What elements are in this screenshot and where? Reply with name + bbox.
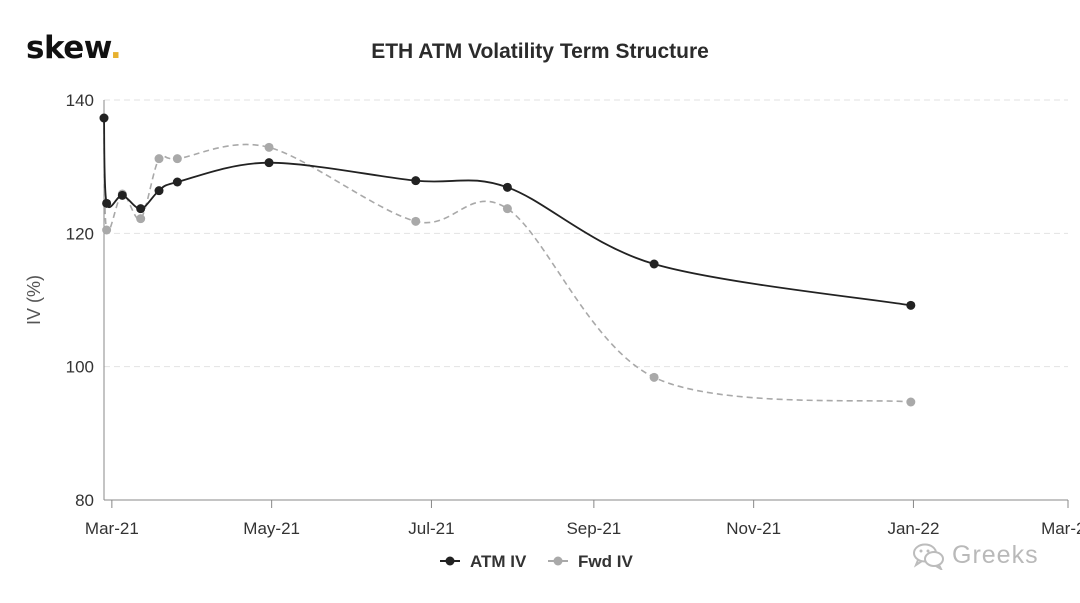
data-point-fwd-iv (136, 214, 146, 224)
chart-title: ETH ATM Volatility Term Structure (371, 40, 709, 63)
series-line-fwd-iv (103, 117, 911, 403)
data-point-fwd-iv (264, 142, 274, 152)
data-point-fwd-iv (102, 225, 112, 235)
x-tick-label: Sep-21 (566, 519, 621, 538)
data-point-fwd-iv (649, 372, 659, 382)
data-point-fwd-iv (411, 216, 421, 226)
skew-logo: skew. (26, 30, 122, 66)
data-point-fwd-iv (154, 154, 164, 164)
y-tick-label: 120 (66, 224, 94, 243)
data-point-fwd-iv (906, 397, 916, 407)
y-tick-label: 80 (75, 491, 94, 510)
y-axis-label: IV (%) (24, 275, 44, 325)
data-point-atm-iv (136, 204, 146, 214)
data-point-atm-iv (502, 182, 512, 192)
data-point-atm-iv (117, 190, 127, 200)
data-point-atm-iv (906, 300, 916, 310)
logo-text: skew (26, 30, 110, 66)
watermark: Greeks (912, 541, 1039, 570)
x-tick-label: May-21 (243, 519, 300, 538)
y-tick-label: 100 (66, 358, 94, 377)
data-point-atm-iv (649, 259, 659, 269)
y-tick-label: 140 (66, 91, 94, 110)
data-point-atm-iv (99, 113, 109, 123)
axis-layer: 80 100 120 140 Mar-21 May-21 Jul-21 Sep-21 Nov-2… (24, 91, 1080, 538)
x-tick-label: Jul-21 (408, 519, 454, 538)
x-tick-label: Mar-21 (85, 519, 139, 538)
legend-label-fwd-iv: Fwd IV (578, 552, 633, 571)
data-point-atm-iv (172, 177, 182, 187)
series-layer (99, 113, 916, 407)
legend-marker-fwd-iv (553, 556, 563, 566)
data-point-fwd-iv (172, 154, 182, 164)
data-point-atm-iv (102, 198, 112, 208)
logo-dot: . (109, 30, 122, 66)
wechat-icon (913, 543, 944, 570)
x-tick-label: Mar-22 (1041, 519, 1080, 538)
data-point-atm-iv (154, 186, 164, 196)
x-tick-label: Nov-21 (726, 519, 781, 538)
data-point-fwd-iv (502, 204, 512, 214)
data-point-atm-iv (411, 176, 421, 186)
x-tick-label: Jan-22 (887, 519, 939, 538)
legend-layer: ATM IV Fwd IV (440, 552, 633, 571)
data-point-atm-iv (264, 158, 274, 168)
watermark-text: Greeks (952, 541, 1039, 569)
legend-marker-atm-iv (445, 556, 455, 566)
legend-label-atm-iv: ATM IV (470, 552, 527, 571)
